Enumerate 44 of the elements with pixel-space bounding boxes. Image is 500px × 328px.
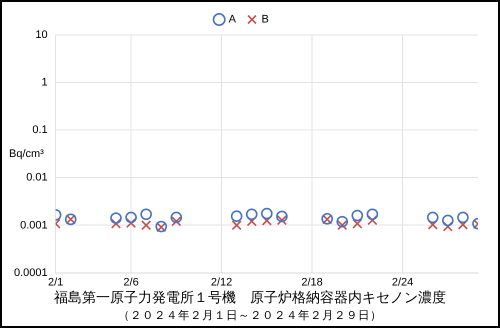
point [110,212,122,224]
point [246,216,257,226]
point [276,210,288,222]
point [126,218,136,228]
x-tick-label: 2/12 [210,276,232,288]
point [261,208,273,220]
point [171,216,182,226]
point [336,216,348,228]
text: （２０２４年２月１日～２０２４年２月２９日） [117,308,383,323]
x-tick-label: 2/6 [123,276,139,288]
y-tick-label: 0.01 [26,172,48,184]
point [276,215,287,226]
text: 福島第一原子力発電所１号機 原子炉格納容器内キセノン濃度 [53,289,447,307]
point [426,212,439,224]
y-tick-label: 1 [42,76,48,89]
y-tick-label: 0.001 [20,219,48,232]
point [262,216,272,226]
point [140,208,152,220]
x-tick-label: 2/1 [48,276,64,288]
point [352,210,364,222]
point [458,220,468,230]
x-tick-label: 2/18 [301,276,323,288]
point [442,214,454,226]
point [366,208,378,220]
point [352,218,362,229]
point [337,220,348,230]
point [442,221,453,232]
point [110,218,122,229]
y-tick-label: 0.1 [32,124,48,136]
point [246,208,258,220]
y-axis-title: Bq/cm³ [9,148,44,160]
x-tick-label: 2/24 [392,276,414,288]
point [457,212,469,224]
legend-label: A [228,14,237,26]
point [367,215,378,226]
legend-label: B [262,14,269,26]
y-tick-label: 0.0001 [14,266,48,279]
point [230,210,242,222]
point [141,220,152,230]
point [232,220,242,230]
point [125,212,137,224]
y-tick-label: 10 [35,29,48,42]
point [170,212,182,224]
point [428,220,438,230]
